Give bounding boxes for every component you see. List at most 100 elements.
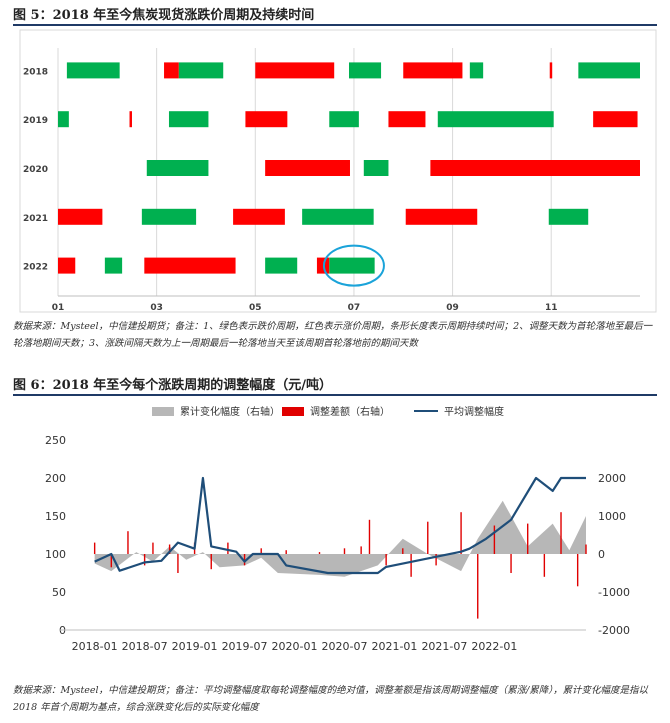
- down-period-bar: [329, 111, 359, 128]
- difference-bar: [543, 554, 546, 577]
- up-period-bar: [388, 111, 426, 128]
- difference-bar: [576, 554, 579, 587]
- up-period-bar: [430, 160, 640, 176]
- figure-6-note: 数据来源：Mysteel，中信建投期货；备注：平均调整幅度取每轮调整幅度的绝对值…: [13, 685, 649, 713]
- difference-bar: [585, 544, 587, 554]
- up-period-bar: [593, 111, 638, 128]
- down-period-bar: [548, 208, 589, 225]
- down-period-bar: [58, 111, 69, 128]
- down-period-bar: [178, 62, 224, 79]
- difference-bar: [177, 554, 179, 573]
- difference-bar: [402, 548, 404, 554]
- difference-bar: [127, 531, 129, 554]
- x-tick-label: 2018-07: [122, 640, 168, 653]
- difference-bar: [427, 521, 429, 554]
- x-tick-label: 2021-01: [371, 640, 417, 653]
- y-left-tick-label: 100: [45, 548, 66, 561]
- figure-5-title: 图 5：2018 年至今焦炭现货涨跌价周期及持续时间: [13, 8, 315, 23]
- legend-label: 平均调整幅度: [444, 405, 504, 418]
- difference-bar: [227, 542, 229, 554]
- up-period-bar: [403, 62, 463, 79]
- difference-bar: [493, 525, 496, 554]
- y-right-tick-label: 0: [598, 548, 605, 561]
- x-tick-label: 03: [150, 303, 163, 313]
- difference-bar: [260, 548, 262, 554]
- down-period-bar: [66, 62, 120, 79]
- legend-label: 累计变化幅度（右轴）: [180, 405, 280, 418]
- x-tick-label: 2018-01: [72, 640, 118, 653]
- difference-bar: [168, 544, 171, 554]
- x-tick-label: 2019-07: [222, 640, 268, 653]
- year-label: 2021: [23, 214, 48, 224]
- legend-swatch-bar: [282, 407, 304, 416]
- year-label: 2022: [23, 263, 48, 273]
- up-period-bar: [265, 160, 350, 176]
- up-period-bar: [58, 208, 103, 225]
- x-tick-label: 07: [348, 303, 361, 313]
- y-left-tick-label: 150: [45, 510, 66, 523]
- y-right-tick-label: -2000: [598, 624, 630, 637]
- down-period-bar: [168, 111, 209, 128]
- up-period-bar: [549, 62, 553, 79]
- down-period-bar: [146, 160, 209, 176]
- down-period-bar: [363, 160, 389, 176]
- figure-6-title: 图 6：2018 年至今每个涨跌周期的调整幅度（元/吨）: [13, 378, 333, 393]
- x-tick-label: 2021-07: [421, 640, 467, 653]
- y-right-tick-label: -1000: [598, 586, 630, 599]
- down-period-bar: [265, 257, 298, 274]
- difference-bar: [560, 512, 562, 554]
- difference-bar: [210, 554, 212, 570]
- difference-bar: [93, 542, 96, 554]
- x-tick-label: 05: [249, 303, 262, 313]
- x-tick-label: 11: [545, 303, 558, 313]
- legend-label: 调整差额（右轴）: [310, 405, 390, 418]
- difference-bar: [110, 554, 113, 568]
- up-period-bar: [164, 62, 179, 79]
- y-left-tick-label: 250: [45, 434, 66, 447]
- down-period-bar: [141, 208, 197, 225]
- figure-5-rule: [13, 24, 657, 26]
- y-right-tick-label: 2000: [598, 472, 626, 485]
- up-period-bar: [58, 257, 76, 274]
- year-label: 2019: [23, 116, 48, 126]
- x-tick-label: 01: [52, 303, 65, 313]
- cumulative-area: [94, 500, 587, 577]
- legend-swatch-area: [152, 407, 174, 416]
- x-tick-label: 2020-07: [322, 640, 368, 653]
- plot-border: [19, 29, 657, 313]
- up-period-bar: [405, 208, 478, 225]
- difference-bar: [360, 546, 362, 554]
- up-period-bar: [233, 208, 285, 225]
- difference-bar: [510, 554, 512, 573]
- down-period-bar: [578, 62, 640, 79]
- difference-bar: [527, 523, 529, 554]
- timeline-chart: 01 03 05 07 09 11 2018 2019 2020 2021 2022: [19, 29, 657, 313]
- difference-bar: [343, 548, 346, 554]
- down-period-bar: [302, 208, 374, 225]
- x-tick-label: 2022-01: [471, 640, 517, 653]
- x-tick-label: 09: [446, 303, 459, 313]
- down-period-bar: [329, 257, 375, 274]
- difference-bar: [435, 554, 437, 566]
- y-left-tick-label: 200: [45, 472, 66, 485]
- difference-bar: [152, 542, 154, 554]
- difference-bar: [285, 550, 287, 554]
- down-period-bar: [104, 257, 123, 274]
- down-period-bar: [437, 111, 554, 128]
- average-line: [94, 476, 586, 575]
- x-tick-label: 2020-01: [272, 640, 318, 653]
- adjustment-chart: 累计变化幅度（右轴） 调整差额（右轴） 平均调整幅度 0 50 100 150 200 250 -…: [45, 405, 630, 653]
- difference-bar: [477, 554, 479, 619]
- difference-bar: [318, 552, 321, 554]
- difference-bar: [368, 519, 371, 554]
- up-period-bar: [144, 257, 236, 274]
- difference-bar: [460, 512, 462, 554]
- year-label: 2020: [23, 165, 48, 175]
- up-period-bar: [255, 62, 335, 79]
- figure-5-note: 数据来源：Mysteel，中信建投期货；备注：1、绿色表示跌价周期，红色表示涨价…: [13, 321, 653, 349]
- figure-6-rule: [13, 394, 657, 396]
- up-period-bar: [129, 111, 132, 128]
- year-label: 2018: [23, 67, 48, 77]
- y-left-tick-label: 50: [52, 586, 66, 599]
- difference-bar: [243, 554, 246, 566]
